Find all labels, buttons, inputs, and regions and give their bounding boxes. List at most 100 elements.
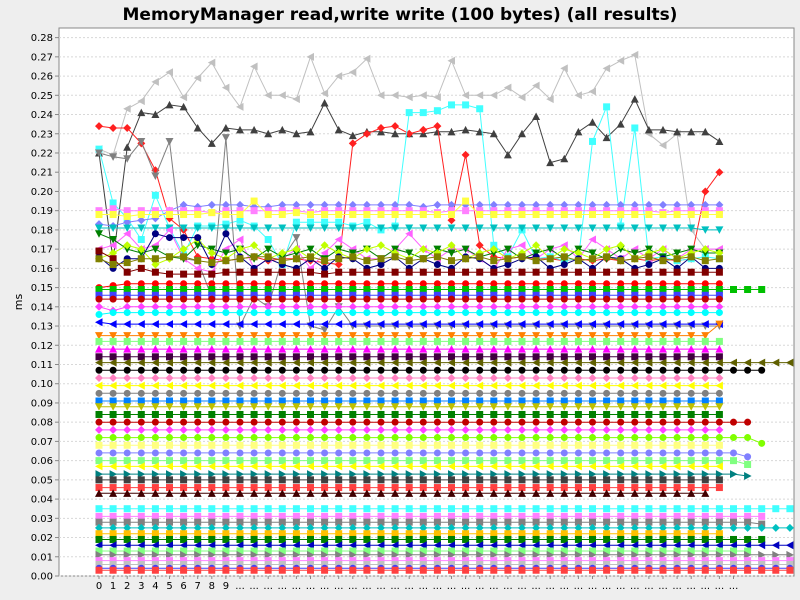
data-point [701,550,710,559]
data-point [222,280,230,288]
data-point [236,457,244,465]
data-point [645,441,653,449]
data-point [335,470,343,479]
data-point [758,505,766,513]
data-point [504,484,512,492]
data-point [335,550,343,559]
data-point [645,557,653,565]
data-point [560,200,569,209]
data-point [518,373,526,382]
data-point [489,523,498,532]
data-point [616,332,625,340]
data-point [166,457,173,465]
data-point [419,291,427,299]
data-point [321,291,329,299]
data-point [729,358,737,367]
data-point [264,295,272,303]
data-point [673,403,682,411]
data-point [433,566,441,574]
data-point [166,449,173,457]
data-point [377,241,385,250]
data-point [278,253,287,261]
data-point [532,418,540,426]
data-point [758,512,766,520]
data-point [264,410,272,418]
data-point [546,535,554,543]
data-point [730,418,737,426]
data-point [433,291,441,299]
data-point [503,541,512,550]
data-point [137,320,145,329]
data-point [645,268,653,276]
data-point [208,280,216,288]
data-point [151,547,159,555]
data-point [419,560,427,568]
data-point [758,286,766,294]
data-point [476,286,484,294]
data-point [180,353,188,361]
data-point [546,512,554,520]
data-point [631,547,639,555]
data-point [335,484,343,492]
data-point [772,505,780,513]
data-point [222,434,230,442]
data-point [348,462,357,471]
data-point [730,434,737,442]
data-point [137,476,145,484]
data-point [687,484,695,492]
data-point [151,489,160,497]
data-point [631,512,639,520]
data-point [433,397,441,405]
data-point [503,403,512,411]
data-point [123,295,131,303]
data-point [744,512,752,520]
data-point [137,373,146,382]
data-point [109,512,117,520]
data-point [461,150,470,159]
data-point [306,127,315,136]
data-point [504,476,512,484]
x-tick-label: 0 [96,581,102,592]
data-point [264,366,272,374]
data-point [222,397,230,405]
data-point [448,470,456,479]
data-point [701,345,710,353]
data-point [659,476,667,484]
data-point [659,280,667,288]
data-point [405,332,414,340]
data-point [687,425,696,434]
data-point [179,102,188,111]
data-point [321,366,329,374]
data-point [321,257,329,265]
data-point [193,332,202,340]
y-tick-label: 0.13 [31,322,53,333]
data-point [377,418,385,426]
data-point [166,295,173,303]
data-point [645,366,653,374]
data-point [532,457,540,465]
data-point [264,489,273,497]
data-point [250,280,258,288]
data-point [137,291,145,299]
data-point [532,566,540,574]
data-point [589,353,596,361]
data-point [194,389,202,397]
data-point [236,332,244,340]
data-point [405,523,414,532]
data-point [546,337,554,345]
data-point [307,484,314,492]
x-tick-label: ... [249,581,259,592]
data-point [475,489,484,497]
data-point [95,462,103,471]
data-point [377,302,385,311]
data-point [264,547,272,555]
data-point [320,403,329,411]
x-tick-label: ... [517,581,527,592]
data-point [644,489,653,497]
data-point [616,403,625,411]
data-point [743,358,752,367]
data-point [532,224,541,232]
data-point [744,557,752,565]
data-point [617,547,625,555]
data-point [278,397,286,405]
